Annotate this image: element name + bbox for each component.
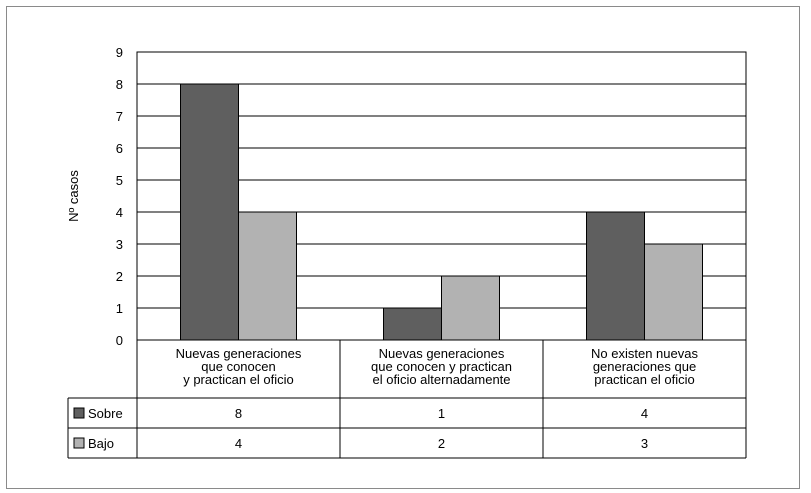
bars <box>180 83 703 341</box>
y-tick-label: 0 <box>116 333 123 348</box>
table-value: 2 <box>438 436 445 451</box>
x-category-label: Nuevas generaciones <box>379 346 505 361</box>
table-value: 4 <box>641 406 648 421</box>
x-category-label: practican el oficio <box>594 372 694 387</box>
y-tick-label: 4 <box>116 205 123 220</box>
x-category-label: No existen nuevas <box>591 346 698 361</box>
x-category-label: generaciones que <box>593 359 696 374</box>
bar-sobre <box>586 211 645 341</box>
x-category-label: y practican el oficio <box>183 372 294 387</box>
bar-bajo <box>644 243 703 341</box>
y-tick-label: 5 <box>116 173 123 188</box>
y-tick-label: 7 <box>116 109 123 124</box>
y-tick-labels: 0 1 2 3 4 5 6 7 8 9 <box>116 45 123 348</box>
bar-sobre <box>180 83 239 341</box>
y-tick-label: 9 <box>116 45 123 60</box>
y-axis-label: Nº casos <box>66 170 81 222</box>
table-value: 8 <box>235 406 242 421</box>
y-tick-label: 3 <box>116 237 123 252</box>
x-category-label: el oficio alternadamente <box>372 372 510 387</box>
table-value: 4 <box>235 436 242 451</box>
bar-sobre <box>383 307 442 341</box>
x-category-label: que conocen <box>201 359 275 374</box>
y-tick-label: 6 <box>116 141 123 156</box>
table-value: 1 <box>438 406 445 421</box>
y-tick-label: 1 <box>116 301 123 316</box>
bar-bajo <box>238 211 297 341</box>
bar-bajo <box>441 275 500 341</box>
legend-swatch-sobre <box>73 407 85 419</box>
legend-swatch-bajo <box>73 437 85 449</box>
y-tick-label: 2 <box>116 269 123 284</box>
legend-label-bajo: Bajo <box>88 436 114 451</box>
table-value: 3 <box>641 436 648 451</box>
y-tick-label: 8 <box>116 77 123 92</box>
legend-label-sobre: Sobre <box>88 406 123 421</box>
x-category-label: Nuevas generaciones <box>176 346 302 361</box>
x-category-label: que conocen y practican <box>371 359 512 374</box>
